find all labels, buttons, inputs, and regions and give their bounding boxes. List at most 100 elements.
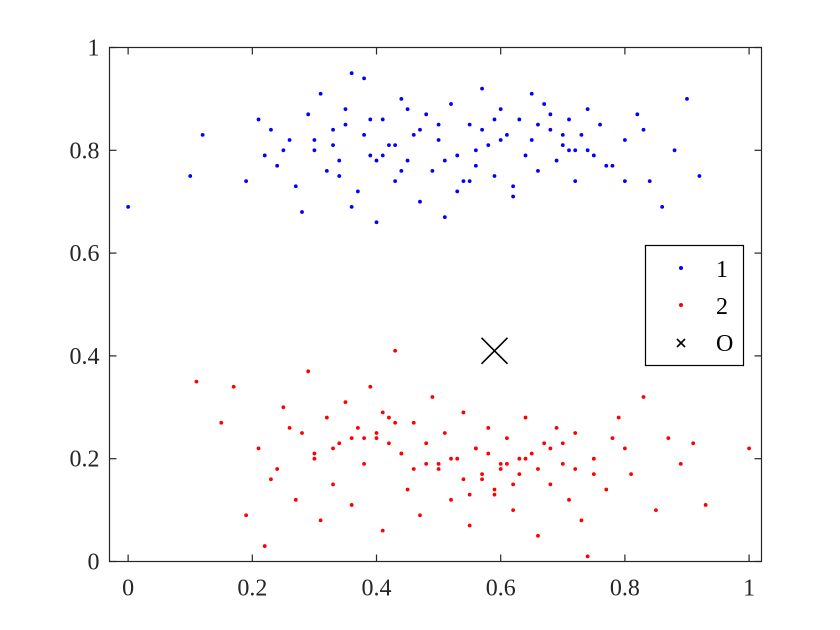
series-1-point xyxy=(337,174,342,178)
series-2-point xyxy=(529,451,534,456)
series-2-point xyxy=(194,379,199,384)
series-1-point xyxy=(349,204,354,209)
legend-entry-2: 2 xyxy=(679,294,728,320)
series-2-point xyxy=(511,508,516,512)
series-1-point xyxy=(331,127,335,132)
x-tick-label: 0.8 xyxy=(610,576,640,602)
series-2-point xyxy=(387,441,391,446)
series-2-point xyxy=(654,508,658,512)
series-2-point xyxy=(331,446,335,451)
y-axis: 0 0.2 0.4 0.6 0.8 1 xyxy=(70,36,762,576)
series-1-point xyxy=(387,143,391,148)
series-2-point xyxy=(505,461,509,466)
series-1-point xyxy=(573,148,578,153)
series-1-point xyxy=(548,127,553,132)
series-2-point xyxy=(536,533,540,538)
series-2-point xyxy=(312,451,317,456)
series-1-point xyxy=(312,148,317,153)
series-2-point xyxy=(306,369,311,374)
series-2-point xyxy=(318,518,323,523)
series-O-point xyxy=(480,337,509,365)
series-1-point xyxy=(536,122,540,127)
series-2-point xyxy=(393,348,398,353)
series-1-point xyxy=(300,210,304,214)
series-1-point xyxy=(405,107,410,112)
series-2-point xyxy=(486,451,491,456)
series-2-point xyxy=(262,544,267,548)
series-2-point xyxy=(324,415,329,420)
series-2-point xyxy=(461,477,466,482)
series-1-point xyxy=(368,153,373,158)
series-2-point xyxy=(405,487,410,492)
series-2-point xyxy=(256,446,261,451)
series-1-point xyxy=(449,102,453,106)
series-2-point xyxy=(436,461,441,466)
series-2-point xyxy=(666,436,671,441)
series-1-point xyxy=(480,127,484,132)
series-1-point xyxy=(455,153,460,158)
series-1-point xyxy=(685,97,689,101)
series-2-point xyxy=(591,456,596,461)
series-1-point xyxy=(536,168,540,173)
series-1-point xyxy=(424,112,429,117)
series-1-point xyxy=(436,138,441,142)
series-1-point xyxy=(349,71,354,76)
series-1-point xyxy=(560,132,565,137)
series-2-point xyxy=(393,420,398,425)
series-1-point xyxy=(374,158,379,163)
series-2-point xyxy=(449,497,453,502)
data-points xyxy=(126,71,751,559)
series-1-point xyxy=(256,117,261,122)
legend-marker-3 xyxy=(676,338,686,348)
series-1-point xyxy=(312,138,317,142)
series-1-point xyxy=(517,117,522,122)
series-2-point xyxy=(622,446,627,451)
series-2-point xyxy=(498,467,503,471)
series-2-point xyxy=(424,441,429,446)
series-2-point xyxy=(449,456,453,461)
series-1-point xyxy=(498,138,503,142)
series-2-point xyxy=(573,467,578,471)
series-2-point xyxy=(411,467,416,471)
series-2-point xyxy=(641,395,646,399)
series-2-point xyxy=(678,461,683,466)
series-1-point xyxy=(293,184,298,189)
y-tick-label: 0.6 xyxy=(70,241,100,267)
series-2-point xyxy=(480,472,484,477)
legend: 1 2 O xyxy=(644,244,745,367)
series-2-point xyxy=(231,384,236,389)
x-tick-label: 0.2 xyxy=(237,576,267,602)
series-2-point xyxy=(362,461,366,466)
series-1-point xyxy=(418,127,422,132)
series-1-point xyxy=(337,158,342,163)
series-2-point xyxy=(591,472,596,477)
series-1-point xyxy=(573,179,578,184)
series-2-point xyxy=(269,477,273,482)
series-2-point xyxy=(542,441,547,446)
series-2-point xyxy=(703,503,708,507)
series-2-point xyxy=(567,497,571,502)
series-2-point xyxy=(467,492,472,497)
series-2-point xyxy=(380,528,385,533)
series-1-point xyxy=(467,179,472,184)
series-1-point xyxy=(436,122,441,127)
x-tick-label: 0.4 xyxy=(362,576,392,602)
series-1-point xyxy=(641,127,646,132)
series-2-point xyxy=(585,554,590,559)
series-2-point xyxy=(498,461,503,466)
series-1-point xyxy=(405,158,410,163)
series-1-point xyxy=(511,184,516,189)
series-2-point xyxy=(244,513,249,518)
series-1-point xyxy=(262,153,267,158)
series-2-point xyxy=(604,487,609,492)
series-2-point xyxy=(560,441,565,446)
x-tick-label: 0 xyxy=(122,576,134,602)
series-2-point xyxy=(523,415,528,420)
series-1-point xyxy=(622,179,627,184)
series-1-point xyxy=(324,168,329,173)
series-2-point xyxy=(480,477,484,482)
series-2-point xyxy=(275,467,280,471)
series-1-point xyxy=(610,163,615,168)
y-tick-label: 0.4 xyxy=(70,344,100,370)
